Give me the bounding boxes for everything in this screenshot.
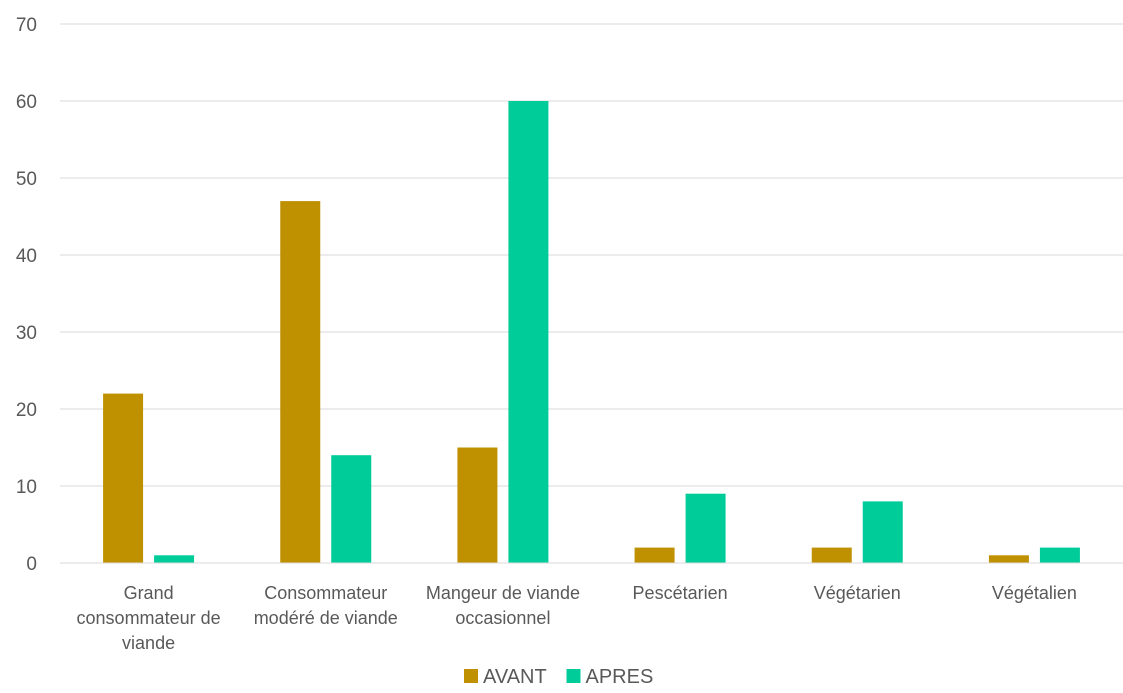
x-category-label-line: Pescétarien [633,583,728,603]
y-tick-label: 0 [26,554,37,575]
bar-avant-4 [811,547,852,563]
x-category-label-line: Mangeur de viande [426,583,580,603]
y-tick-label: 40 [16,246,37,267]
y-axis-tick-labels: 0 10 20 30 40 50 60 70 [16,15,37,575]
bar-apres-2 [508,101,549,563]
legend-label: APRES [586,666,654,688]
x-category-label-line: Consommateur [264,583,387,603]
bar-avant-2 [457,447,498,563]
y-tick-label: 50 [16,169,37,190]
bar-apres-5 [1039,547,1080,563]
x-category-label-line: occasionnel [455,608,550,628]
x-category-label: Mangeur de viande occasionnel [426,583,580,628]
y-tick-label: 20 [16,400,37,421]
legend: AVANT APRES [464,666,653,688]
x-category-label-line: modéré de viande [254,608,398,628]
bar-avant-1 [280,201,321,563]
legend-label: AVANT [483,666,547,688]
y-tick-label: 10 [16,477,37,498]
x-axis-category-labels: Grand consommateur de viande Consommateur mo… [77,583,1077,653]
x-category-label-line: viande [122,633,175,653]
x-category-label: Pescétarien [633,583,728,603]
x-category-label-line: Végétalien [992,583,1077,603]
legend-item-apres: APRES [566,666,654,688]
bar-avant-5 [988,555,1029,563]
y-tick-label: 30 [16,323,37,344]
x-category-label: Grand consommateur de viande [77,583,221,653]
x-category-label-line: Grand [124,583,174,603]
y-tick-label: 60 [16,92,37,113]
gridlines [60,23,1123,487]
x-category-label-line: consommateur de [77,608,221,628]
legend-swatch [566,669,581,683]
bar-apres-3 [685,493,726,563]
bar-avant-0 [103,393,144,563]
x-category-label: Végétarien [814,583,901,603]
x-category-label: Végétalien [992,583,1077,603]
bar-avant-3 [634,547,675,563]
bars [103,101,1080,563]
bar-apres-0 [154,555,195,563]
legend-swatch [464,669,478,683]
bar-apres-1 [331,455,372,563]
x-category-label-line: Végétarien [814,583,901,603]
legend-item-avant: AVANT [464,666,547,688]
y-tick-label: 70 [16,15,37,36]
bar-apres-4 [862,501,903,563]
x-category-label: Consommateur modéré de viande [254,583,398,628]
